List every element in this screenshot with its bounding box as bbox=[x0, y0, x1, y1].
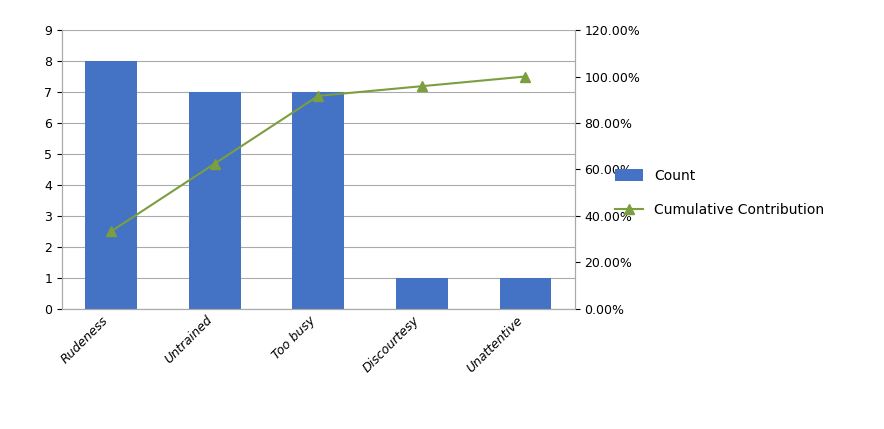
Bar bbox=[293, 92, 344, 309]
Bar bbox=[396, 278, 447, 309]
Bar bbox=[499, 278, 552, 309]
Legend: Count, Cumulative Contribution: Count, Cumulative Contribution bbox=[608, 162, 831, 224]
Bar bbox=[85, 61, 137, 309]
Bar bbox=[189, 92, 240, 309]
